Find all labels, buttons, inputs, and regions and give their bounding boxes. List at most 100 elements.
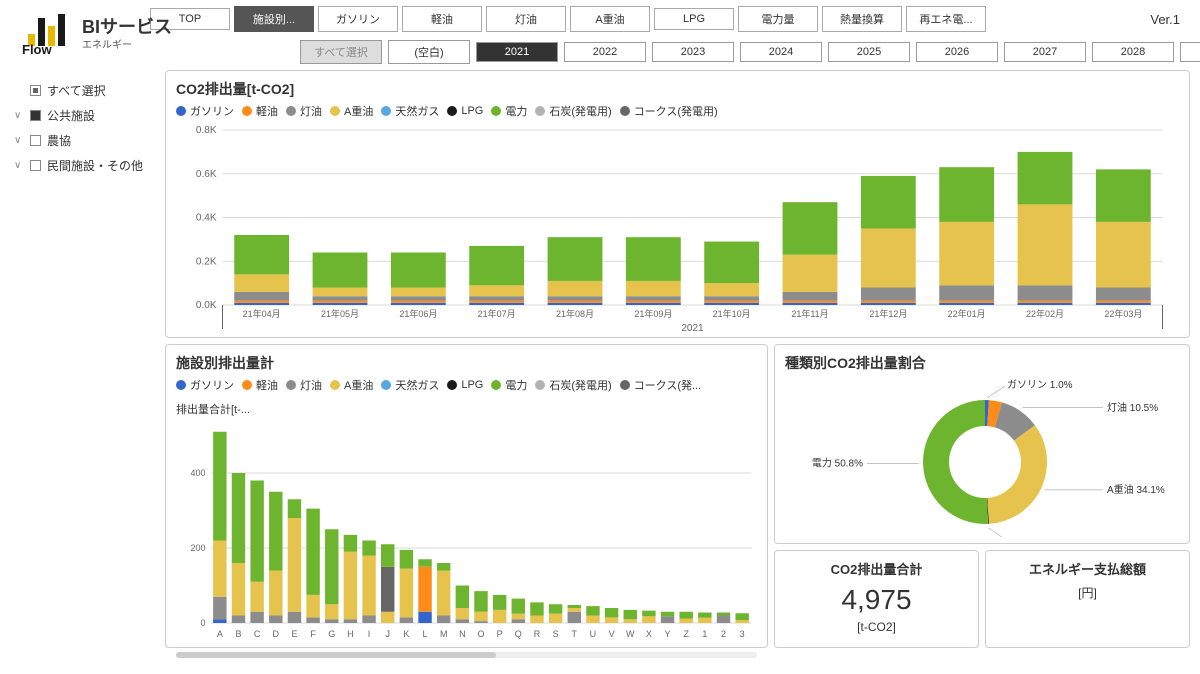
svg-text:U: U	[590, 629, 597, 639]
year-button[interactable]: 2022	[564, 42, 646, 62]
kpi-value: 4,975	[785, 584, 968, 616]
svg-text:0: 0	[200, 618, 205, 628]
legend-item: コークス(発...	[620, 377, 702, 393]
svg-text:3: 3	[740, 629, 745, 639]
svg-text:H: H	[347, 629, 354, 639]
year-button[interactable]: (空白)	[388, 40, 470, 64]
svg-text:I: I	[368, 629, 371, 639]
chart-legend: ガソリン軽油灯油A重油天然ガスLPG電力石炭(発電用)コークス(発...排出量合…	[176, 377, 757, 417]
svg-text:J: J	[385, 629, 390, 639]
kpi-title: エネルギー支払総額	[996, 559, 1179, 578]
kpi-energy-payment: エネルギー支払総額 [円]	[985, 550, 1190, 648]
sidebar-filter-item[interactable]: すべて選択	[14, 78, 157, 103]
svg-text:22年03月: 22年03月	[1104, 308, 1142, 319]
emission-ratio-panel: 種類別CO2排出量割合 ガソリン 1.0%灯油 10.5%A重油 34.1%LP…	[774, 344, 1190, 544]
svg-text:21年08月: 21年08月	[556, 308, 594, 319]
svg-text:V: V	[609, 629, 615, 639]
svg-text:S: S	[553, 629, 559, 639]
svg-text:0.0K: 0.0K	[196, 300, 217, 311]
sidebar-filter-item[interactable]: ∨民間施設・その他	[14, 153, 157, 178]
tab-button[interactable]: 再エネ電...	[906, 6, 986, 32]
svg-text:D: D	[273, 629, 280, 639]
horizontal-scrollbar[interactable]	[176, 652, 757, 658]
year-button[interactable]: 2024	[740, 42, 822, 62]
year-button[interactable]: 2029	[1180, 42, 1200, 62]
legend-item: LPG	[447, 103, 483, 119]
svg-text:ガソリン 1.0%: ガソリン 1.0%	[1007, 379, 1073, 391]
legend-item: A重油	[330, 377, 373, 393]
year-button[interactable]: 2023	[652, 42, 734, 62]
co2-bar-chart: 0.0K0.2K0.4K0.6K0.8K21年04月21年05月21年06月21…	[176, 125, 1179, 335]
svg-text:C: C	[254, 629, 261, 639]
svg-text:Z: Z	[683, 629, 689, 639]
svg-text:200: 200	[190, 543, 205, 553]
sidebar-filter-item[interactable]: ∨公共施設	[14, 103, 157, 128]
chart-title: 施設別排出量計	[176, 353, 757, 373]
svg-text:A: A	[217, 629, 223, 639]
tab-button[interactable]: 灯油	[486, 6, 566, 32]
facility-filter-sidebar: すべて選択∨公共施設∨農協∨民間施設・その他	[0, 70, 165, 658]
svg-text:2: 2	[721, 629, 726, 639]
tab-button[interactable]: A重油	[570, 6, 650, 32]
tab-button[interactable]: LPG	[654, 8, 734, 30]
legend-item: ガソリン	[176, 377, 234, 393]
version-label: Ver.1	[1150, 12, 1180, 27]
svg-text:22年01月: 22年01月	[948, 308, 986, 319]
year-button[interactable]: 2026	[916, 42, 998, 62]
tab-button[interactable]: 軽油	[402, 6, 482, 32]
tab-button[interactable]: ガソリン	[318, 6, 398, 32]
year-button[interactable]: 2021	[476, 42, 558, 62]
year-button[interactable]: すべて選択	[300, 40, 382, 64]
tab-button[interactable]: 電力量	[738, 6, 818, 32]
svg-text:K: K	[403, 629, 409, 639]
svg-text:21年06月: 21年06月	[399, 308, 437, 319]
flow-logo-icon: Flow	[22, 14, 74, 54]
svg-text:21年11月: 21年11月	[791, 308, 828, 319]
facility-bar-chart: 0200400ABCDEFGHIJKLMNOPQRSTUVWXYZ123	[176, 423, 757, 643]
svg-text:21年10月: 21年10月	[713, 308, 751, 319]
svg-text:22年02月: 22年02月	[1026, 308, 1064, 319]
legend-item: 灯油	[286, 103, 322, 119]
svg-text:21年12月: 21年12月	[869, 308, 907, 319]
legend-item: ガソリン	[176, 103, 234, 119]
svg-text:M: M	[440, 629, 448, 639]
legend-item: コークス(発電用)	[620, 103, 718, 119]
legend-item: 電力	[491, 103, 527, 119]
legend-item: 灯油	[286, 377, 322, 393]
svg-text:L: L	[423, 629, 428, 639]
sidebar-filter-item[interactable]: ∨農協	[14, 128, 157, 153]
chart-title: 種類別CO2排出量割合	[785, 353, 1179, 373]
legend-item: A重油	[330, 103, 373, 119]
tab-button[interactable]: 熱量換算	[822, 6, 902, 32]
tab-button[interactable]: 施設別...	[234, 6, 314, 32]
kpi-co2-total: CO2排出量合計 4,975 [t-CO2]	[774, 550, 979, 648]
year-filter-row: すべて選択(空白) 2021 2022 2023 2024 2025 2026 2027 202…	[300, 40, 1200, 64]
chart-title: CO2排出量[t-CO2]	[176, 79, 1179, 99]
svg-text:E: E	[291, 629, 297, 639]
svg-text:21年05月: 21年05月	[321, 308, 359, 319]
service-title: BIサービス	[82, 18, 172, 36]
svg-text:2021: 2021	[681, 323, 704, 334]
year-button[interactable]: 2025	[828, 42, 910, 62]
svg-text:21年07月: 21年07月	[478, 308, 516, 319]
svg-text:0.2K: 0.2K	[196, 256, 217, 267]
service-subtitle: エネルギー	[82, 36, 172, 51]
kpi-unit: [t-CO2]	[785, 620, 968, 634]
svg-text:電力 50.8%: 電力 50.8%	[812, 457, 863, 470]
legend-item: 石炭(発電用)	[535, 377, 611, 393]
legend-item: 軽油	[242, 103, 278, 119]
top-tabs: TOP施設別...ガソリン軽油灯油A重油LPG電力量熱量換算再エネ電...	[150, 6, 986, 32]
svg-text:21年09月: 21年09月	[634, 308, 672, 319]
year-button[interactable]: 2028	[1092, 42, 1174, 62]
svg-text:F: F	[310, 629, 316, 639]
svg-text:Q: Q	[515, 629, 522, 639]
svg-text:400: 400	[190, 468, 205, 478]
kpi-unit: [円]	[996, 584, 1179, 601]
legend-item: 電力	[491, 377, 527, 393]
svg-text:0.8K: 0.8K	[196, 125, 217, 136]
svg-text:R: R	[534, 629, 541, 639]
year-button[interactable]: 2027	[1004, 42, 1086, 62]
svg-text:0.4K: 0.4K	[196, 213, 217, 224]
svg-text:N: N	[459, 629, 466, 639]
svg-text:1: 1	[702, 629, 707, 639]
